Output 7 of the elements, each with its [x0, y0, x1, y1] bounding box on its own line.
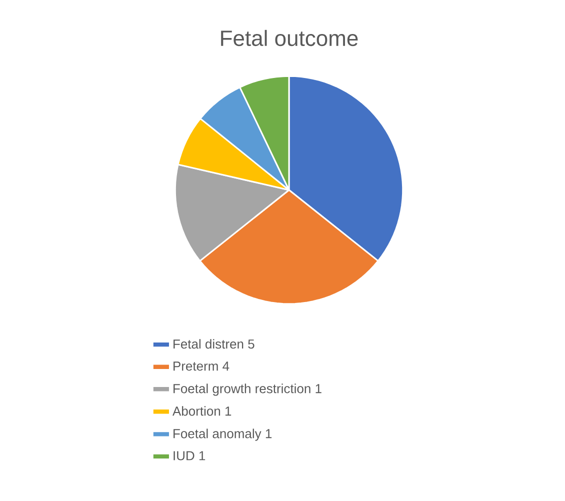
legend-label: IUD 1 — [174, 451, 206, 460]
legend-label: Preterm 4 — [174, 362, 230, 371]
legend-label: Foetal growth restriction 1 — [174, 384, 322, 396]
legend-label: Fetal distren 5 — [174, 339, 254, 349]
legend-label: Abortion 1 — [172, 406, 232, 416]
legend-label: Foetal anomaly 1 — [174, 428, 272, 441]
chart-title: Fetal outcome — [221, 30, 358, 46]
